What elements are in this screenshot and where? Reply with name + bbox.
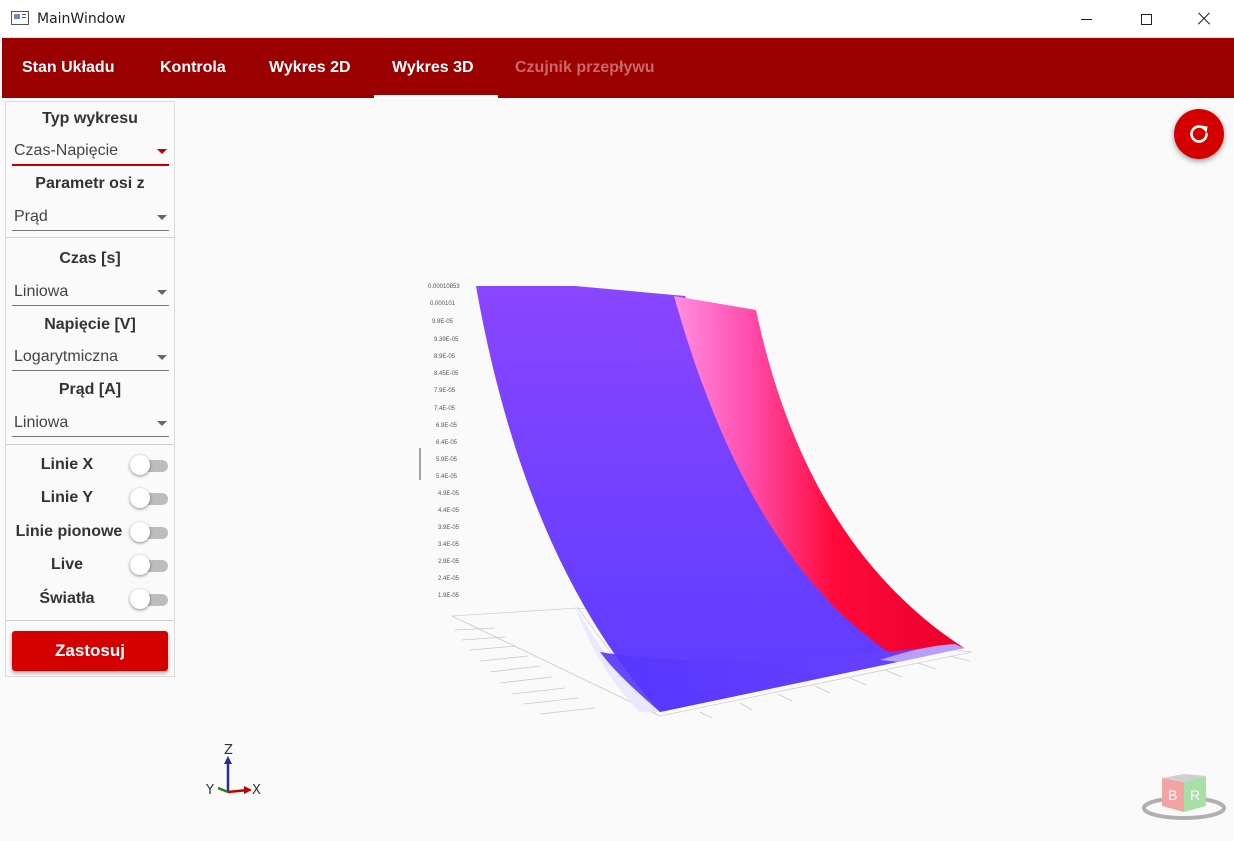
svg-text:2.4E-05: 2.4E-05 [438,576,460,582]
z-param-select[interactable]: Prąd [12,204,169,231]
toggle-label-swiatla: Światła [39,590,95,607]
surface-floor-highlight [880,644,964,662]
toggle-linie-y[interactable] [130,488,170,510]
svg-text:6.4E-05: 6.4E-05 [436,440,458,446]
svg-text:6.9E-05: 6.9E-05 [436,423,458,429]
svg-text:1.9E-05: 1.9E-05 [438,593,460,599]
chevron-down-icon [157,290,167,295]
current-axis-value: Liniowa [14,414,69,431]
refresh-button[interactable] [1174,109,1224,159]
toggle-linie-pionowe[interactable] [130,522,170,544]
tab-wykres-2d[interactable]: Wykres 2D [269,59,351,76]
svg-text:7.4E-05: 7.4E-05 [434,406,456,412]
x-axis-letter: X [252,783,261,798]
svg-text:4.9E-05: 4.9E-05 [438,491,460,497]
voltage-axis-label: Napięcie [V] [44,316,136,333]
svg-text:0.000101: 0.000101 [430,301,456,307]
chevron-down-icon [157,421,167,426]
time-axis-select[interactable]: Liniowa [12,279,169,306]
svg-text:8.45E-05: 8.45E-05 [434,371,459,377]
time-axis-value: Liniowa [14,283,69,300]
tab-wykres-3d[interactable]: Wykres 3D [392,59,474,76]
view-cube-back-face: B [1168,787,1177,803]
chart-type-value: Czas-Napięcie [14,142,119,159]
window-title: MainWindow [37,11,126,27]
app-icon [11,11,29,25]
view-cube[interactable]: B R [1140,772,1230,826]
chevron-down-icon [157,215,167,220]
active-tab-indicator [374,95,498,98]
title-bar: MainWindow [0,0,1234,38]
maximize-icon [1140,13,1152,25]
tab-stan-ukladu[interactable]: Stan Układu [22,59,115,76]
divider [6,237,174,238]
toggle-swiatla[interactable] [130,589,170,611]
svg-text:9.39E-05: 9.39E-05 [434,337,459,343]
svg-text:7.9E-05: 7.9E-05 [434,388,456,394]
y-axis-letter: Y [205,783,214,798]
z-axis-letter: Z [224,743,233,758]
y-axis-ticks [699,655,971,719]
svg-text:9.8E-05: 9.8E-05 [432,319,454,325]
z-param-value: Prąd [14,208,48,225]
svg-text:5.9E-05: 5.9E-05 [436,457,458,463]
minimize-icon [1080,18,1092,20]
refresh-icon [1190,125,1208,143]
svg-text:2.9E-05: 2.9E-05 [438,559,460,565]
toggle-label-linie-pionowe: Linie pionowe [15,523,123,540]
svg-text:3.9E-05: 3.9E-05 [438,525,460,531]
svg-text:8.9E-05: 8.9E-05 [434,354,456,360]
toggle-live[interactable] [130,555,170,577]
minimize-button[interactable] [1063,0,1109,38]
z-param-label: Parametr osi z [35,175,145,192]
main-tab-bar: Stan Układu Kontrola Wykres 2D Wykres 3D… [2,38,1234,98]
view-cube-right-face: R [1190,787,1200,803]
maximize-button[interactable] [1123,0,1169,38]
svg-text:0.00010853: 0.00010853 [428,284,460,290]
chevron-down-icon [157,149,167,154]
toggle-linie-x[interactable] [130,455,170,477]
toggle-label-linie-x: Linie X [40,456,94,473]
chevron-down-icon [157,355,167,360]
svg-text:3.4E-05: 3.4E-05 [438,542,460,548]
current-axis-label: Prąd [A] [58,381,122,398]
chart-type-label: Typ wykresu [42,110,138,127]
surface-red-face [674,296,964,660]
toggle-label-live: Live [50,556,83,573]
z-axis-ticks: 0.00010853 0.000101 9.8E-05 9.39E-05 8.9… [428,284,460,599]
chart-type-select[interactable]: Czas-Napięcie [12,138,169,166]
apply-button[interactable]: Zastosuj [12,631,168,671]
current-axis-select[interactable]: Liniowa [12,410,169,437]
svg-text:5.4E-05: 5.4E-05 [436,474,458,480]
axis-orientation-indicator: Z Y X [205,743,261,798]
svg-text:4.4E-05: 4.4E-05 [438,508,460,514]
tab-czujnik-przeplywu: Czujnik przepływu [515,59,655,76]
tab-kontrola[interactable]: Kontrola [160,59,226,76]
surface-floor-band [600,645,964,712]
toggle-label-linie-y: Linie Y [40,489,94,506]
settings-sidebar: Typ wykresu Czas-Napięcie Parametr osi z… [5,101,175,677]
voltage-axis-select[interactable]: Logarytmiczna [12,344,169,371]
divider [6,620,174,621]
x-axis-ticks [454,627,596,715]
divider [6,444,174,445]
voltage-axis-value: Logarytmiczna [14,348,119,365]
time-axis-label: Czas [s] [59,250,121,267]
